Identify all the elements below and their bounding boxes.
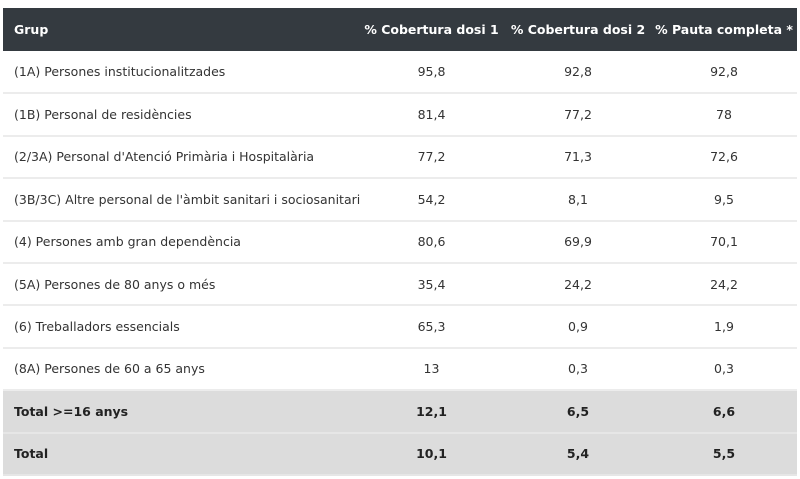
complete-cell: 9,5 xyxy=(714,191,734,207)
group-cell: (4) Persones amb gran dependència xyxy=(14,234,241,250)
table-row: (5A) Persones de 80 anys o més 35,4 24,2 24… xyxy=(3,263,797,306)
group-cell: (1A) Persones institucionalitzades xyxy=(14,64,226,80)
dose1-cell: 65,3 xyxy=(417,319,446,335)
dose1-cell: 35,4 xyxy=(417,276,446,292)
group-cell: (1B) Personal de residències xyxy=(14,107,192,123)
table-row: (3B/3C) Altre personal de l'àmbit sanita… xyxy=(3,178,797,221)
total-row: Total 10,1 5,4 5,5 xyxy=(3,432,797,475)
table-row: (1B) Personal de residències 81,4 77,2 78 xyxy=(3,93,797,136)
complete-cell: 70,1 xyxy=(710,234,738,250)
complete-cell: 6,6 xyxy=(712,403,736,419)
dose2-cell: 69,9 xyxy=(564,234,592,250)
dose1-cell: 77,2 xyxy=(417,149,446,165)
vaccination-coverage-table: Grup % Cobertura dosi 1 % Cobertura dosi… xyxy=(3,8,797,476)
dose1-cell: 95,8 xyxy=(417,64,446,80)
dose1-cell: 80,6 xyxy=(417,234,446,250)
complete-cell: 5,5 xyxy=(712,446,736,462)
group-cell: Total >=16 anys xyxy=(14,403,129,419)
table-row: (8A) Persones de 60 a 65 anys 13 0,3 0,3 xyxy=(3,348,797,391)
group-cell: (6) Treballadors essencials xyxy=(14,319,180,335)
complete-cell: 0,3 xyxy=(714,361,734,377)
column-header-group[interactable]: Grup xyxy=(14,22,49,37)
complete-cell: 24,2 xyxy=(710,276,738,292)
complete-cell: 1,9 xyxy=(714,319,734,335)
group-cell: Total xyxy=(14,446,49,462)
column-header-dose2[interactable]: % Cobertura dosi 2 xyxy=(510,22,646,37)
column-header-complete[interactable]: % Pauta completa * xyxy=(655,22,793,37)
group-cell: (8A) Persones de 60 a 65 anys xyxy=(14,361,205,377)
group-cell: (3B/3C) Altre personal de l'àmbit sanita… xyxy=(14,191,361,207)
column-header-dose1[interactable]: % Cobertura dosi 1 xyxy=(364,22,499,37)
dose1-cell: 81,4 xyxy=(417,107,446,123)
group-cell: (5A) Persones de 80 anys o més xyxy=(14,276,216,292)
dose2-cell: 8,1 xyxy=(568,191,588,207)
dose1-cell: 54,2 xyxy=(417,191,446,207)
dose1-cell: 13 xyxy=(423,361,440,377)
table-row: (2/3A) Personal d'Atenció Primària i Hos… xyxy=(3,136,797,179)
table-row: (6) Treballadors essencials 65,3 0,9 1,9 xyxy=(3,305,797,348)
dose2-cell: 71,3 xyxy=(564,149,592,165)
dose2-cell: 0,9 xyxy=(568,319,588,335)
dose2-cell: 24,2 xyxy=(564,276,592,292)
dose2-cell: 92,8 xyxy=(564,64,592,80)
dose1-cell: 10,1 xyxy=(416,446,447,462)
dose2-cell: 6,5 xyxy=(566,403,590,419)
table-row: (4) Persones amb gran dependència 80,6 69,… xyxy=(3,221,797,263)
dose2-cell: 5,4 xyxy=(566,446,590,462)
dose2-cell: 77,2 xyxy=(564,107,592,123)
complete-cell: 78 xyxy=(716,107,732,123)
complete-cell: 92,8 xyxy=(710,64,738,80)
group-cell: (2/3A) Personal d'Atenció Primària i Hos… xyxy=(14,149,315,165)
complete-cell: 72,6 xyxy=(710,149,738,165)
total-row: Total >=16 anys 12,1 6,5 6,6 xyxy=(3,390,797,433)
dose1-cell: 12,1 xyxy=(416,403,447,419)
table-header-row: Grup % Cobertura dosi 1 % Cobertura dosi… xyxy=(3,8,797,51)
table-row: (1A) Persones institucionalitzades 95,8 92… xyxy=(3,51,797,94)
dose2-cell: 0,3 xyxy=(568,361,588,377)
